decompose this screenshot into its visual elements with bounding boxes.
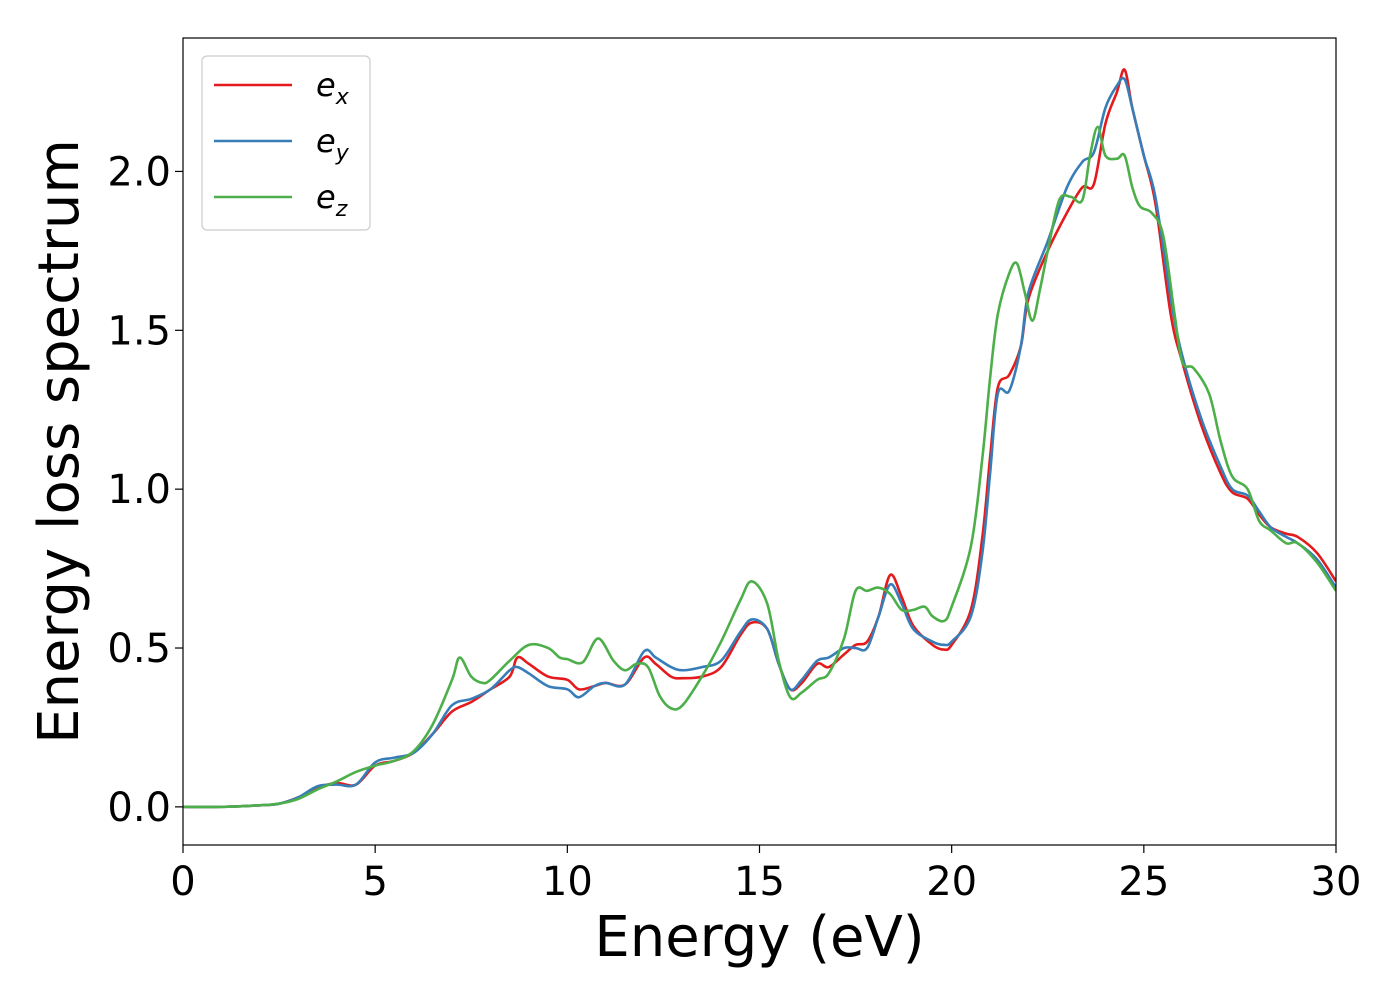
x-tick-label: 15 <box>734 859 785 905</box>
x-tick-label: 5 <box>362 859 387 905</box>
y-axis-ticks: 0.0 0.5 1.0 1.5 2.0 <box>107 149 183 831</box>
y-tick-label: 0.5 <box>107 626 171 672</box>
series-line-y <box>183 76 1336 809</box>
x-tick-label: 0 <box>170 859 195 905</box>
legend-box <box>201 55 371 231</box>
series-layer <box>183 68 1336 809</box>
y-tick-label: 2.0 <box>107 149 171 195</box>
y-tick-label: 1.5 <box>107 308 171 354</box>
legend: ex ey ez <box>201 55 371 231</box>
x-tick-label: 30 <box>1311 859 1362 905</box>
x-tick-label: 10 <box>542 859 593 905</box>
x-tick-label: 25 <box>1118 859 1169 905</box>
legend-label-z: ez <box>316 178 348 222</box>
legend-label-y: ey <box>316 122 350 166</box>
x-axis-ticks: 0 5 10 15 20 25 30 <box>170 845 1361 905</box>
y-tick-label: 1.0 <box>107 467 171 513</box>
y-tick-label: 0.0 <box>107 785 171 831</box>
y-axis-label: Energy loss spectrum <box>27 139 92 744</box>
x-tick-label: 20 <box>926 859 977 905</box>
x-axis-label: Energy (eV) <box>594 905 924 970</box>
legend-label-x: ex <box>316 66 350 110</box>
series-line-z <box>183 125 1336 809</box>
